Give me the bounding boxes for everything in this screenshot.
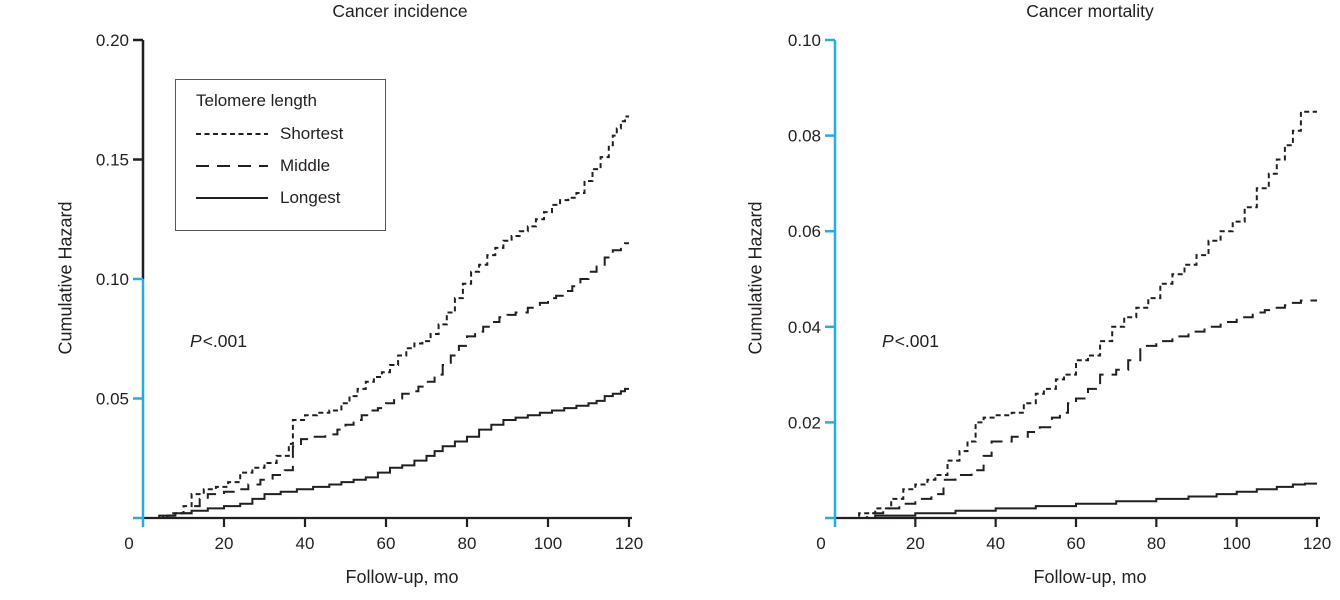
- y-tick-label: 0.10: [96, 270, 129, 289]
- x-tick-label: 40: [986, 534, 1005, 553]
- x-tick-label: 80: [1147, 534, 1166, 553]
- x-tick-label: 40: [296, 534, 315, 553]
- y-tick-label: 0.20: [96, 31, 129, 50]
- x-tick-label: 20: [215, 534, 234, 553]
- x-tick-label: 0: [816, 534, 825, 553]
- legend-item-longest: Longest: [196, 182, 385, 214]
- panel-title-incidence: Cancer incidence: [332, 1, 468, 21]
- y-tick-label: 0.10: [788, 31, 821, 50]
- series-shortest-line: [143, 115, 629, 519]
- legend-item-label: Longest: [280, 188, 341, 207]
- p-value-symbol: P: [882, 331, 894, 351]
- p-value-symbol: P: [190, 331, 202, 351]
- p-value-number: <.001: [894, 331, 939, 351]
- series-longest-line: [143, 387, 629, 519]
- y-tick-label: 0.06: [788, 222, 821, 241]
- y-tick-label: 0.05: [96, 390, 129, 409]
- y-axis-label-mortality: Cumulative Hazard: [745, 201, 766, 355]
- middle-line-swatch: [196, 165, 268, 167]
- x-tick-label: 100: [534, 534, 562, 553]
- y-tick-label: 0.02: [788, 413, 821, 432]
- legend-item-label: Middle: [280, 156, 331, 175]
- legend-item-middle: Middle: [196, 150, 385, 182]
- series-middle-line: [143, 242, 629, 519]
- series-longest-line: [835, 482, 1317, 519]
- legend-telomere-length: Telomere length Shortest Middle Longest: [175, 79, 386, 231]
- x-tick-label: 100: [1222, 534, 1250, 553]
- x-tick-label: 120: [1303, 534, 1331, 553]
- x-tick-label: 60: [377, 534, 396, 553]
- x-axis-label-mortality: Follow-up, mo: [1033, 567, 1147, 587]
- p-value-number: <.001: [202, 331, 247, 351]
- legend-title: Telomere length: [196, 91, 317, 110]
- y-tick-label: 0.08: [788, 127, 821, 146]
- x-tick-label: 120: [615, 534, 643, 553]
- x-tick-label: 20: [906, 534, 925, 553]
- legend-item-shortest: Shortest: [196, 118, 385, 150]
- p-value-mortality: P<.001: [882, 331, 939, 352]
- y-tick-label: 0.15: [96, 151, 129, 170]
- p-value-incidence: P<.001: [190, 331, 247, 352]
- shortest-line-swatch: [196, 133, 268, 135]
- y-tick-label: 0.04: [788, 318, 821, 337]
- x-tick-label: 60: [1067, 534, 1086, 553]
- x-axis-label-incidence: Follow-up, mo: [345, 567, 459, 587]
- legend-item-label: Shortest: [280, 124, 344, 143]
- x-tick-label: 0: [124, 534, 133, 553]
- longest-line-swatch: [196, 197, 268, 199]
- series-shortest-line: [835, 110, 1317, 519]
- panel-title-mortality: Cancer mortality: [1026, 1, 1154, 21]
- x-tick-label: 80: [458, 534, 477, 553]
- y-axis-label-incidence: Cumulative Hazard: [55, 201, 76, 355]
